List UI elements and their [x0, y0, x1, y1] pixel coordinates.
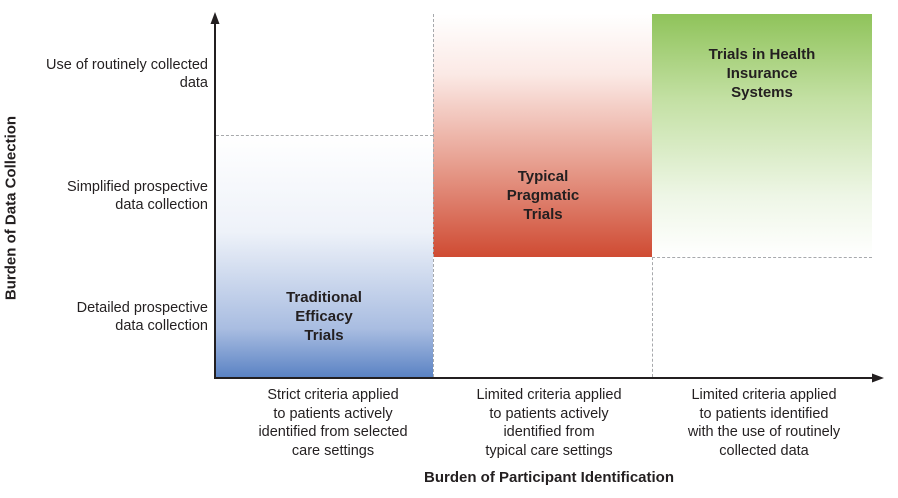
dashed-line-upper	[216, 135, 433, 136]
typical-pragmatic-box	[433, 14, 652, 257]
y-level-routine-data: Use of routinely collected data	[46, 57, 208, 91]
dashed-line-left	[433, 14, 434, 377]
dashed-line-lower	[652, 257, 872, 258]
y-axis-title: Burden of Data Collection	[2, 115, 20, 301]
y-level-simplified: Simplified prospective data collection	[66, 179, 208, 213]
y-level-detailed: Detailed prospective data collection	[76, 300, 208, 334]
x-level-limited-typical: Limited criteria applied to patients acti…	[476, 387, 622, 459]
traditional-efficacy-box	[216, 135, 433, 377]
x-level-limited-routine: Limited criteria applied to patients iden…	[687, 387, 841, 459]
health-insurance-box	[652, 14, 872, 257]
traditional-efficacy-label: Traditional Efficacy Trials	[286, 289, 362, 344]
y-axis-arrow	[210, 12, 220, 24]
typical-pragmatic-label: Typical Pragmatic Trials	[506, 168, 580, 223]
health-insurance-label: Trials in Health Insurance Systems	[708, 46, 816, 101]
dashed-line-right	[652, 257, 653, 377]
x-level-strict: Strict criteria applied to patients activ…	[258, 387, 408, 459]
x-axis-title: Burden of Participant Identification	[423, 469, 675, 486]
x-axis-arrow	[872, 373, 884, 383]
